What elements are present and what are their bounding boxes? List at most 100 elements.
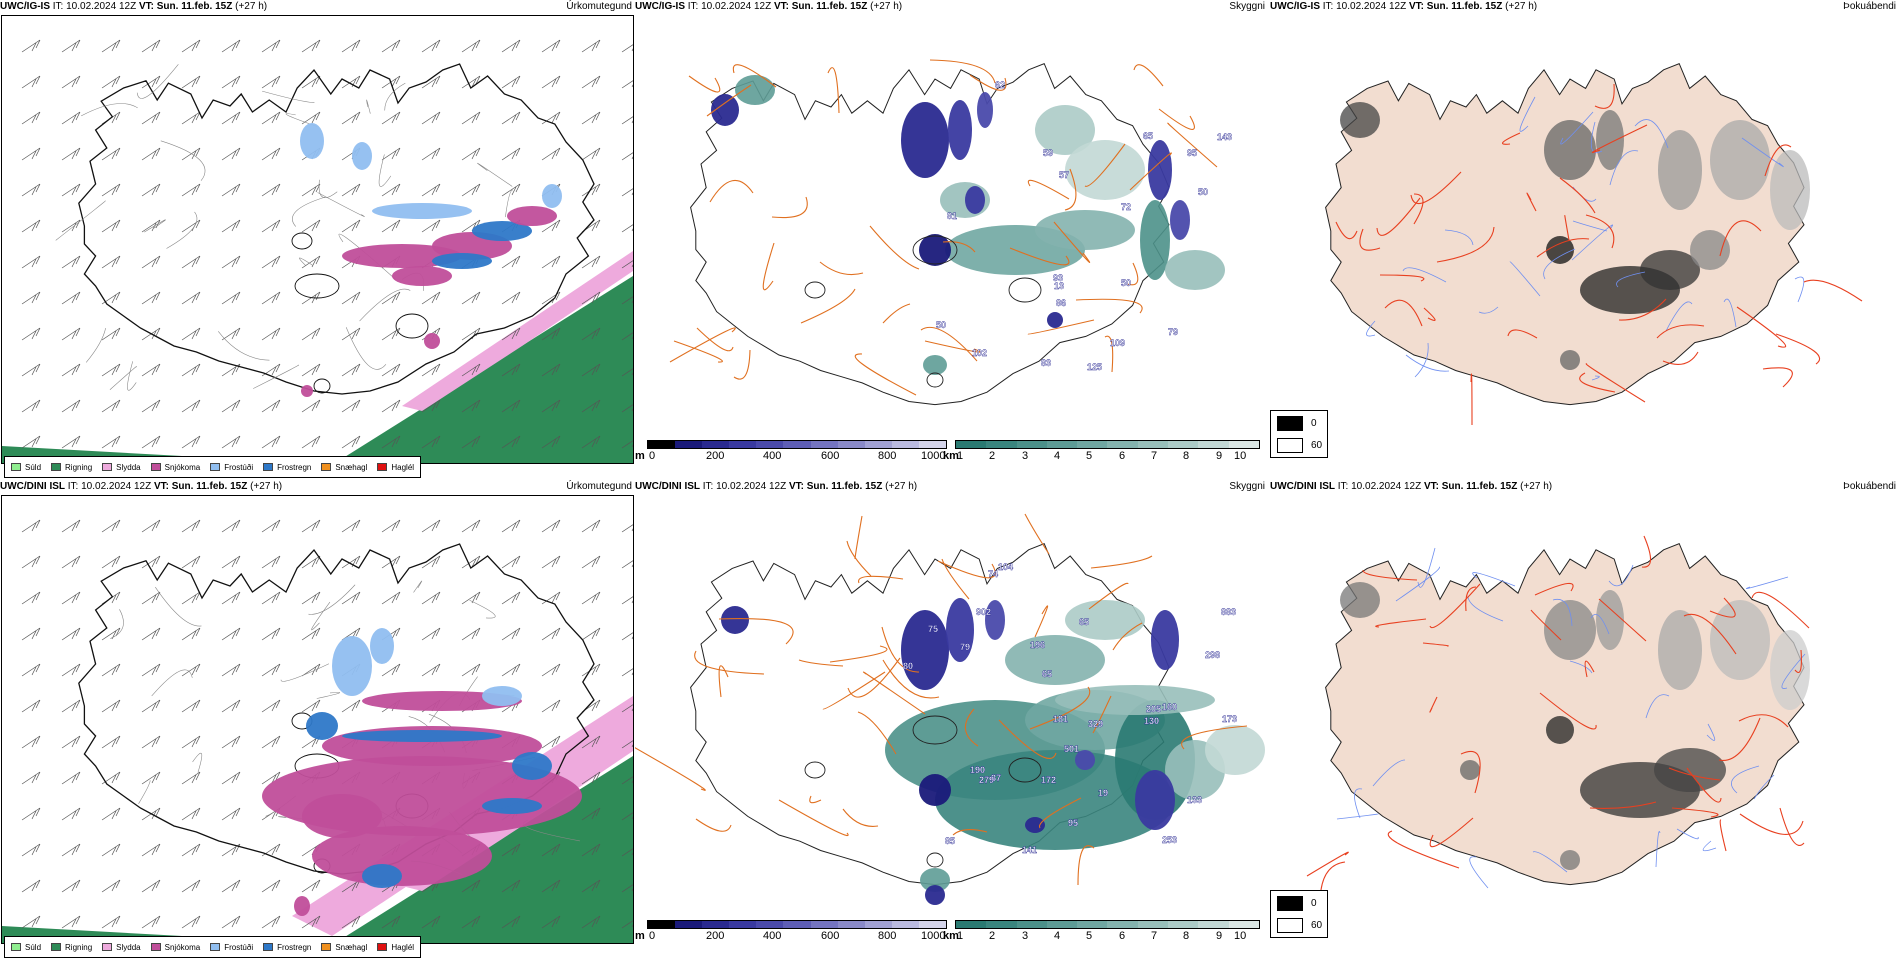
visibility-areas [885, 600, 1265, 892]
cloud-ceiling-label: 95 [1187, 148, 1197, 158]
visibility-colorbar: km 1 2 3 4 5 6 7 8 9 10 [943, 920, 1268, 944]
colorbar-tick: 600 [821, 450, 840, 462]
cloud-ceiling-label: 190 [970, 765, 985, 775]
cloud-ceiling-label: 298 [1205, 650, 1220, 660]
precip-map [2, 39, 633, 463]
glacier-outline [804, 281, 826, 299]
fog-areas [1340, 102, 1810, 370]
lead-time: (+27 h) [235, 1, 268, 12]
colorbar-tick: 200 [706, 450, 725, 462]
legend-label: Frostregn [277, 462, 312, 472]
fog-scale-legend: 0 60 [1270, 410, 1328, 458]
colorbar-tick: 1000 [921, 450, 946, 462]
legend-item: Slydda [102, 463, 141, 472]
colorbar-tick: 800 [878, 930, 897, 942]
it-value: 10.02.2024 12Z [1351, 481, 1422, 492]
it-value: 10.02.2024 12Z [716, 481, 787, 492]
legend-item: Snæhagl [321, 943, 367, 952]
panel-title: Þokuábendi [1843, 1, 1896, 12]
cloud-ceiling-label: 95 [1068, 818, 1078, 828]
colorbar-strip [955, 440, 1260, 449]
fog-scale-swatch [1277, 918, 1303, 933]
cloud-ceiling-label: 196 [1030, 640, 1045, 650]
colorbar-tick: 10 [1234, 930, 1247, 942]
panel-title: Þokuábendi [1843, 481, 1896, 492]
cloud-ceiling-label: 172 [1041, 775, 1056, 785]
colorbar-tick: 7 [1151, 930, 1158, 942]
it-label: IT: [67, 481, 79, 492]
legend-label: Haglél [391, 942, 415, 952]
glacier-outline [926, 372, 944, 388]
roads [1335, 83, 1863, 426]
model-name: UWC/IG-IS [0, 1, 50, 12]
panel-title: Skyggni [1229, 481, 1265, 492]
precip-areas [262, 628, 582, 916]
legend-label: Frostregn [277, 942, 312, 952]
ceiling-colorbar: m 0 200 400 600 800 1000 [635, 440, 955, 464]
precip-legend: Súld Rigning Slydda Snjókoma Frostúði Frostre… [4, 936, 422, 958]
legend-swatch [102, 463, 113, 471]
fog-scale-label: 60 [1311, 920, 1323, 931]
panel-header: UWC/DINI ISL IT: 10.02.2024 12Z VT: Sun.… [1270, 480, 1552, 494]
legend-label: Rigning [65, 462, 93, 472]
colorbar-tick: 5 [1086, 930, 1093, 942]
colorbar-tick: 1 [957, 930, 964, 942]
legend-item: Rigning [51, 463, 92, 472]
legend-label: Rigning [65, 942, 93, 952]
colorbar-tick: 800 [878, 450, 897, 462]
glacier-outline [926, 852, 944, 868]
cloud-ceiling-label: 205 [1146, 704, 1161, 714]
vt-value: Sun. 11.feb. 15Z [806, 481, 883, 492]
legend-label: Snæhagl [335, 462, 368, 472]
colorbar-strip [647, 440, 947, 449]
vt-value: Sun. 11.feb. 15Z [156, 1, 233, 12]
ceiling-colorbar: m 0 200 400 600 800 1000 [635, 920, 955, 944]
roads [669, 59, 1218, 396]
cloud-ceiling-label: 329 [1088, 719, 1103, 729]
panel-title: Úrkomutegund [566, 1, 632, 12]
lead-time: (+27 h) [885, 481, 918, 492]
cloud-ceiling-label: 59 [1043, 148, 1053, 158]
vt-value: Sun. 11.feb. 15Z [1426, 1, 1503, 12]
cloud-ceiling-label: 86 [1056, 298, 1066, 308]
cloud-ceiling-label: 109 [1110, 338, 1125, 348]
wind-barbs [21, 39, 633, 449]
legend-label: Snæhagl [335, 942, 368, 952]
cloud-ceiling-label: 173 [1222, 714, 1237, 724]
colorbar-tick: 1000 [921, 930, 946, 942]
precip-type-panel: UWC/IG-IS IT: 10.02.2024 12Z VT: Sun. 11… [0, 0, 635, 478]
colorbar-tick: 8 [1183, 450, 1190, 462]
lead-time: (+27 h) [1505, 1, 1538, 12]
panel-header: UWC/DINI ISL IT: 10.02.2024 12Z VT: Sun.… [635, 480, 917, 494]
cloud-ceiling-label: 50 [1198, 187, 1208, 197]
legend-item: Haglél [377, 943, 414, 952]
it-label: IT: [52, 1, 64, 12]
cloud-ceiling-label: 83 [1041, 358, 1051, 368]
colorbar-unit: km [943, 930, 959, 942]
legend-item: Frostúði [210, 463, 253, 472]
colorbar-unit: m [635, 930, 645, 942]
fog-index-panel: UWC/IG-IS IT: 10.02.2024 12Z VT: Sun. 11… [1270, 0, 1900, 470]
rivers [1366, 96, 1805, 381]
cloud-ceiling-label: 50 [936, 320, 946, 330]
roads [55, 64, 513, 391]
cloud-ceiling-areas [711, 92, 1190, 328]
it-label: IT: [1337, 481, 1349, 492]
legend-label: Frostúði [224, 462, 254, 472]
legend-swatch [377, 463, 388, 471]
fog-scale-row: 0 [1277, 896, 1317, 911]
vt-label: VT: [1408, 1, 1424, 12]
precip-areas [300, 123, 562, 397]
it-value: 10.02.2024 12Z [66, 1, 137, 12]
fog-scale-label: 0 [1311, 418, 1317, 429]
colorbar-strip [647, 920, 947, 929]
glacier-outline [291, 232, 313, 250]
it-value: 10.02.2024 12Z [81, 481, 152, 492]
colorbar-tick: 400 [763, 930, 782, 942]
legend-item: Frostúði [210, 943, 253, 952]
fog-scale-row: 0 [1277, 416, 1317, 431]
colorbar-tick: 6 [1119, 450, 1126, 462]
visibility-map: 81 62 57 65 86 143 59 95 83 125 79 102 93 109 72 13 50 50… [669, 59, 1232, 406]
cloud-ceiling-areas [721, 598, 1179, 905]
fog-scale-swatch [1277, 896, 1303, 911]
